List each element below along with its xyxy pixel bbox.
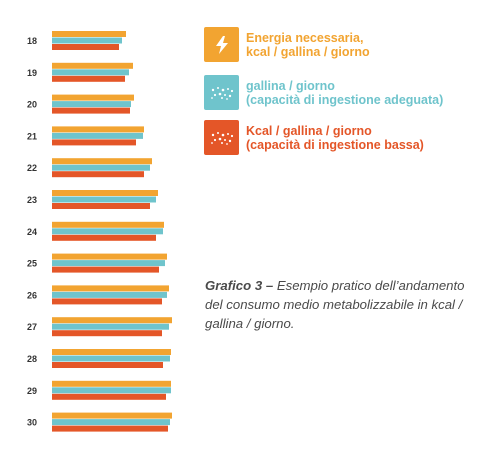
y-tick-label: 30	[27, 418, 37, 428]
bar-bassa	[52, 393, 166, 400]
y-tick-label: 28	[27, 354, 37, 364]
bar-energia	[52, 190, 158, 196]
bar-adeguata	[52, 291, 167, 298]
bar-energia	[52, 62, 133, 69]
grain-dots-icon	[210, 86, 233, 100]
y-tick-label: 21	[27, 131, 37, 141]
bar-adeguata	[52, 69, 129, 76]
bar-adeguata	[52, 196, 156, 203]
bar-bassa	[52, 107, 130, 114]
legend-label-line2: (capacità di ingestione adeguata)	[246, 92, 444, 107]
bar-adeguata	[52, 355, 170, 362]
bar-bassa	[52, 298, 162, 305]
bar-adeguata	[52, 323, 169, 330]
bar-adeguata	[52, 228, 163, 235]
bar-bassa	[52, 75, 125, 82]
caption-label: Grafico 3 –	[205, 278, 274, 293]
bar-bassa	[52, 171, 144, 178]
y-tick-label: 25	[27, 259, 37, 269]
grain-dots-icon	[210, 131, 233, 145]
bar-adeguata	[52, 132, 143, 139]
legend-item-energia: Energia necessaria, kcal / gallina / gio…	[204, 27, 370, 62]
y-tick-label: 20	[27, 100, 37, 110]
y-tick-label: 27	[27, 322, 37, 332]
bar-energia	[52, 253, 167, 260]
bar-adeguata	[52, 387, 171, 394]
legend-item-bassa: Kcal / gallina / giorno (capacità di ing…	[204, 120, 424, 155]
legend-label-line1: Energia necessaria,	[246, 30, 364, 45]
legend-label-line1: gallina / giorno	[246, 78, 335, 93]
bar-energia	[52, 317, 172, 324]
y-tick-label: 26	[27, 290, 37, 300]
legend-label-line2: kcal / gallina / giorno	[246, 44, 370, 59]
y-tick-label: 18	[27, 36, 37, 46]
y-tick-label: 24	[27, 227, 37, 237]
bar-bassa	[52, 266, 159, 273]
bar-energia	[52, 349, 171, 355]
bar-bassa	[52, 44, 119, 50]
bar-bassa	[52, 203, 150, 209]
bar-bassa	[52, 139, 136, 146]
caption-text: Esempio pratico dell’andamento del consu…	[205, 278, 465, 331]
bar-adeguata	[52, 101, 131, 108]
bar-bassa	[52, 234, 156, 241]
bar-energia	[52, 412, 172, 419]
legend-swatch-energia	[204, 27, 239, 62]
lightning-icon	[215, 35, 228, 54]
bar-adeguata	[52, 419, 170, 426]
bar-energia	[52, 221, 164, 228]
chart-caption: Grafico 3 – Esempio pratico dell’andamen…	[205, 276, 473, 333]
bar-adeguata	[52, 164, 150, 171]
y-tick-label: 23	[27, 195, 37, 205]
bar-energia	[52, 158, 152, 165]
bar-energia	[52, 380, 171, 387]
legend-swatch-adeguata	[204, 75, 239, 110]
bar-bassa	[52, 362, 163, 368]
legend-swatch-bassa	[204, 120, 239, 155]
bar-energia	[52, 94, 134, 101]
y-tick-label: 29	[27, 386, 37, 396]
y-tick-label: 22	[27, 163, 37, 173]
bar-energia	[52, 31, 126, 37]
bar-adeguata	[52, 260, 165, 267]
bar-chart: 18 19 20 21 22 23 24 25 26 27 28 29 30	[27, 31, 172, 432]
legend-label-line1: Kcal / gallina / giorno	[246, 123, 372, 138]
bar-bassa	[52, 425, 168, 432]
y-tick-label: 19	[27, 68, 37, 78]
legend-item-adeguata: gallina / giorno (capacità di ingestione…	[204, 75, 443, 110]
bar-bassa	[52, 330, 162, 337]
bar-energia	[52, 126, 144, 133]
legend-label-line2: (capacità di ingestione bassa)	[246, 137, 424, 152]
bar-adeguata	[52, 37, 122, 44]
bar-energia	[52, 285, 169, 292]
